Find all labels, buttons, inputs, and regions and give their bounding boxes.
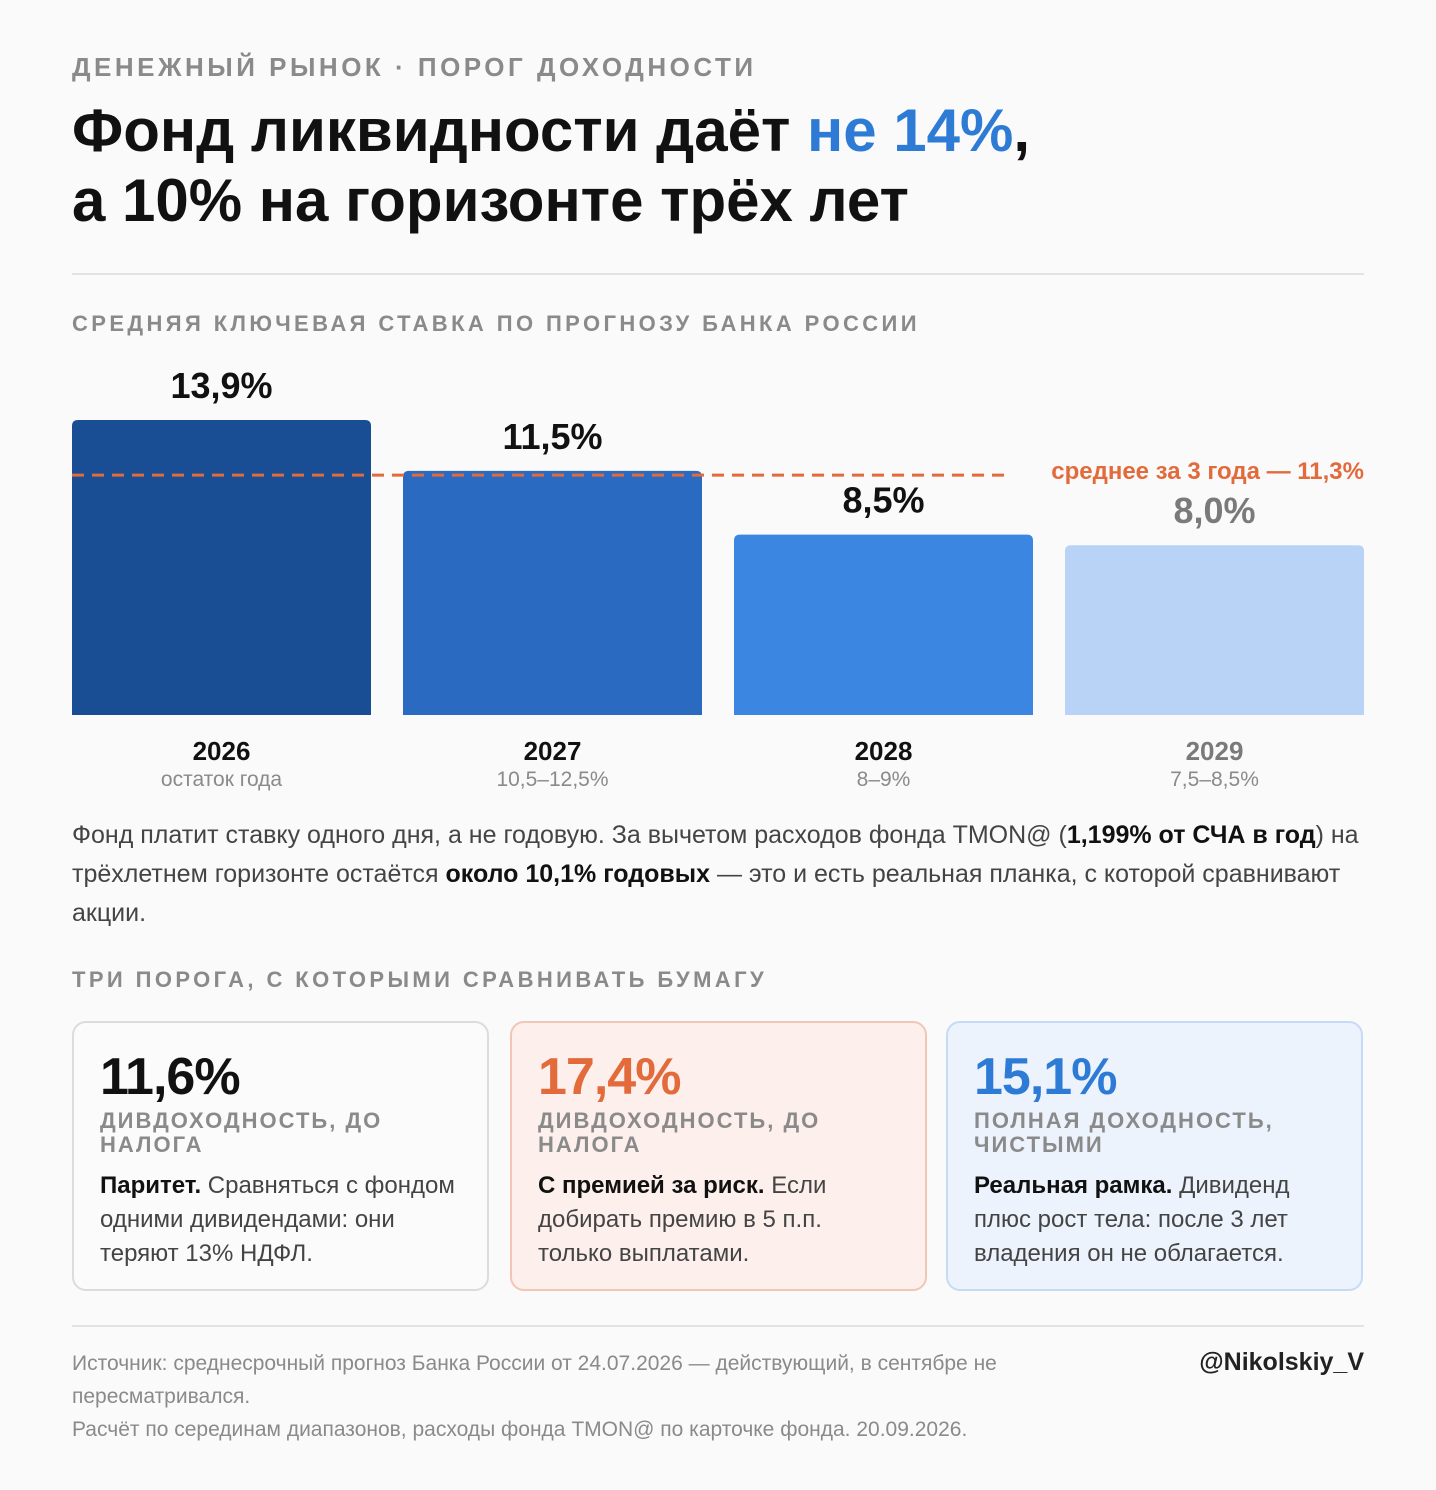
card-lead: С премией за риск. bbox=[538, 1172, 765, 1199]
card-text: Паритет. Сравняться с фондом одними диви… bbox=[100, 1169, 461, 1271]
average-reference-label: среднее за 3 года — 11,3% bbox=[1051, 458, 1364, 485]
explanation-p3: — это и есть реальная планка, с которой … bbox=[72, 860, 1341, 927]
threshold-card-risk-premium: 17,4% ДИВДОХОДНОСТЬ, ДО НАЛОГА С премией… bbox=[510, 1021, 927, 1291]
card-value: 17,4% bbox=[538, 1048, 681, 1106]
title-accent: не 14% bbox=[807, 97, 1014, 164]
explanation-b1: 1,199% от СЧА в год bbox=[1066, 821, 1316, 849]
threshold-cards: 11,6% ДИВДОХОДНОСТЬ, ДО НАЛОГА Паритет. … bbox=[72, 1021, 1364, 1291]
data-label-2029: 8,0% bbox=[1173, 490, 1255, 531]
kicker: ДЕНЕЖНЫЙ РЫНОК · ПОРОГ ДОХОДНОСТИ bbox=[72, 52, 757, 82]
bar-2028 bbox=[734, 534, 1033, 715]
x-tick-sublabel-2026: остаток года bbox=[161, 768, 283, 791]
bar-2026 bbox=[72, 420, 371, 715]
data-label-2028: 8,5% bbox=[842, 480, 924, 521]
explanation-b2: около 10,1% годовых bbox=[445, 860, 711, 888]
x-tick-label-2027: 2027 bbox=[524, 736, 582, 766]
divider-bottom bbox=[72, 1325, 1364, 1327]
card-desc: Дивиденд плюс рост тела: после 3 лет вла… bbox=[974, 1172, 1290, 1267]
card-label: ПОЛНАЯ ДОХОДНОСТЬ, ЧИСТЫМИ bbox=[974, 1108, 1274, 1157]
x-tick-sublabel-2029: 7,5–8,5% bbox=[1170, 768, 1259, 791]
bar-2029 bbox=[1065, 545, 1364, 715]
card-label: ДИВДОХОДНОСТЬ, ДО НАЛОГА bbox=[538, 1108, 821, 1157]
data-label-2026: 13,9% bbox=[170, 365, 272, 406]
threshold-card-parity: 11,6% ДИВДОХОДНОСТЬ, ДО НАЛОГА Паритет. … bbox=[72, 1021, 489, 1291]
x-tick-label-2028: 2028 bbox=[855, 736, 913, 766]
title-line2: а 10% на горизонте трёх лет bbox=[72, 167, 909, 234]
footer-notes: Источник: среднесрочный прогноз Банка Ро… bbox=[72, 1347, 1152, 1446]
x-tick-label-2026: 2026 bbox=[193, 736, 251, 766]
explanation-p2: ) на трёхлетнем горизонте остаётся bbox=[72, 821, 1359, 888]
x-tick-sublabel-2027: 10,5–12,5% bbox=[496, 768, 608, 791]
card-text: С премией за риск. Если добирать премию … bbox=[538, 1169, 899, 1271]
x-tick-sublabel-2028: 8–9% bbox=[857, 768, 911, 791]
page-title: Фонд ликвидности даёт не 14%, а 10% на г… bbox=[72, 96, 1030, 236]
divider-top bbox=[72, 273, 1364, 275]
chart-section-label: СРЕДНЯЯ КЛЮЧЕВАЯ СТАВКА ПО ПРОГНОЗУ БАНК… bbox=[72, 311, 920, 336]
author-handle: @Nikolskiy_V bbox=[1199, 1348, 1364, 1376]
x-tick-label-2029: 2029 bbox=[1186, 736, 1244, 766]
card-desc: Если добирать премию в 5 п.п. только вып… bbox=[538, 1172, 827, 1267]
threshold-card-total-return: 15,1% ПОЛНАЯ ДОХОДНОСТЬ, ЧИСТЫМИ Реальна… bbox=[946, 1021, 1363, 1291]
card-label: ДИВДОХОДНОСТЬ, ДО НАЛОГА bbox=[100, 1108, 383, 1157]
card-desc: Сравняться с фондом одними дивидендами: … bbox=[100, 1172, 455, 1267]
title-part1: Фонд ликвидности даёт bbox=[72, 97, 808, 164]
footer-method: Расчёт по серединам диапазонов, расходы … bbox=[72, 1418, 968, 1441]
card-text: Реальная рамка. Дивиденд плюс рост тела:… bbox=[974, 1169, 1335, 1271]
data-label-2027: 11,5% bbox=[502, 416, 602, 457]
explanation-p1: Фонд платит ставку одного дня, а не годо… bbox=[72, 821, 1067, 849]
title-part2: , bbox=[1013, 97, 1031, 164]
footer-source: Источник: среднесрочный прогноз Банка Ро… bbox=[72, 1352, 997, 1408]
thresholds-label: ТРИ ПОРОГА, С КОТОРЫМИ СРАВНИВАТЬ БУМАГУ bbox=[72, 967, 768, 992]
card-lead: Паритет. bbox=[100, 1172, 202, 1199]
card-lead: Реальная рамка. bbox=[974, 1172, 1173, 1199]
explanation-text: Фонд платит ставку одного дня, а не годо… bbox=[72, 816, 1372, 933]
card-value: 15,1% bbox=[974, 1048, 1117, 1106]
bar-2027 bbox=[403, 470, 702, 715]
card-value: 11,6% bbox=[100, 1048, 241, 1106]
